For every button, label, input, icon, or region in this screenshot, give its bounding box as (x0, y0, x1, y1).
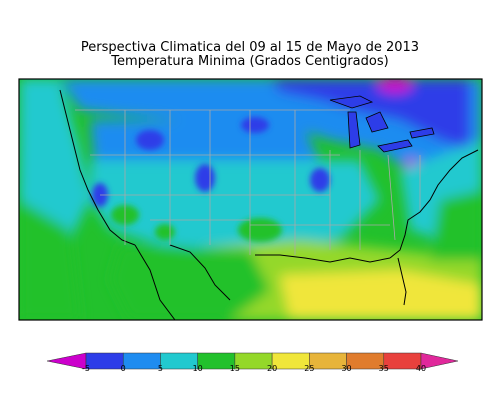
colorbar-tick-label: 20 (267, 364, 278, 373)
temp-spot-dakota (241, 117, 269, 133)
colorbar-tick-label: 35 (378, 364, 389, 373)
state-borders (75, 109, 421, 255)
colorbar-segment (85, 352, 124, 370)
colorbar-tick-label: 15 (229, 364, 240, 373)
temp-zone-gulf-warm (280, 270, 482, 320)
colorbar-tick-label: 25 (304, 364, 315, 373)
colorbar-tick-label: -5 (82, 364, 90, 373)
great-lakes (329, 95, 435, 153)
map-frame (18, 78, 483, 321)
colorbar-segment (420, 352, 459, 370)
colorbar-segment (122, 352, 161, 370)
temp-zone-westcoast (19, 79, 90, 250)
temp-zone-pacific (19, 200, 80, 320)
colorbar-tick-label: 40 (415, 364, 427, 373)
temp-spot-idaho (136, 130, 164, 150)
colorbar-tick-label: 0 (120, 364, 126, 373)
temp-zone-atlantic (430, 190, 482, 260)
colorbar-tick-label: 10 (192, 364, 203, 373)
colorbar-segment (46, 352, 87, 370)
coastline-outline (59, 89, 479, 320)
colorbar-tick-label: 30 (341, 364, 352, 373)
map-subtitle: Temperatura Minima (Grados Centigrados) (111, 54, 389, 69)
temp-zone-mexico (110, 245, 270, 320)
temp-zone-cold-core (270, 79, 470, 150)
colorbar-tick-label: 5 (157, 364, 163, 373)
temp-spot-midwest (310, 168, 330, 192)
map-title: Perspectiva Climatica del 09 al 15 de Ma… (80, 40, 420, 55)
temp-spot-texas (238, 218, 282, 242)
temp-zone-coldest (377, 79, 413, 93)
